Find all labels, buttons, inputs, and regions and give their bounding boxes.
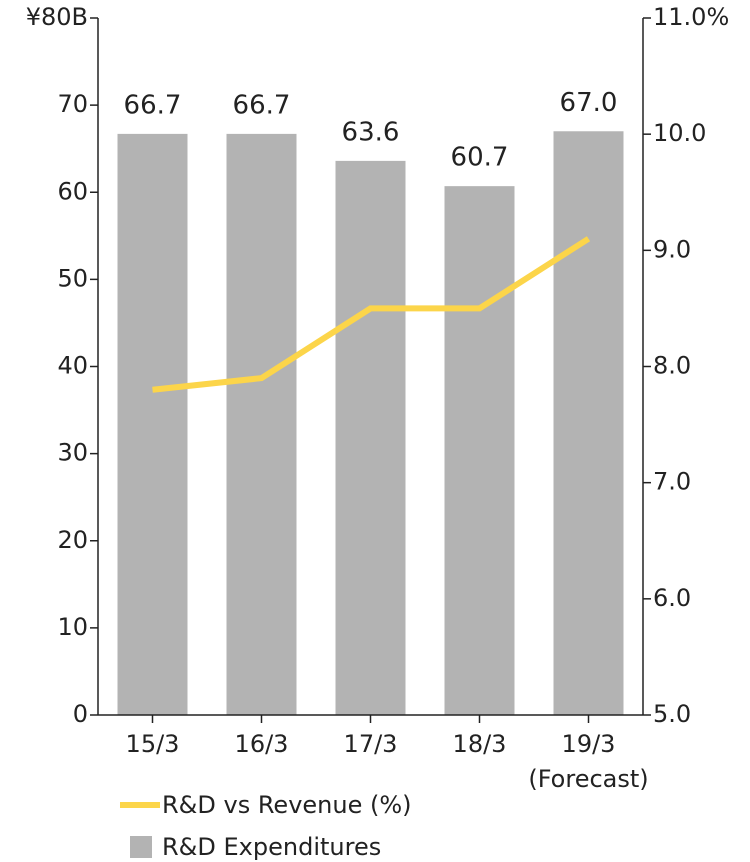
- data-label: 60.7: [451, 143, 509, 173]
- data-label: 67.0: [560, 88, 618, 118]
- bar: [226, 133, 297, 716]
- line: [152, 236, 591, 393]
- y2-tick-label: 11.0%: [653, 3, 729, 31]
- y2-tick-label: 9.0: [653, 235, 691, 263]
- y2-tick-label: 7.0: [653, 468, 691, 496]
- y2-tick-label: 6.0: [653, 584, 691, 612]
- y-tick-label: 70: [57, 90, 88, 118]
- y-tick-label: 60: [57, 177, 88, 205]
- y2-tick-label: 8.0: [653, 352, 691, 380]
- data-label: 63.6: [342, 117, 400, 147]
- bar: [553, 131, 624, 715]
- y-tick-label: 10: [57, 613, 88, 641]
- x-tick-label: 18/3: [453, 730, 507, 758]
- y2-tick-label: 10.0: [653, 119, 706, 147]
- y-tick-label: ¥80B: [26, 3, 88, 31]
- bar: [335, 160, 406, 715]
- legend-label: R&D vs Revenue (%): [162, 791, 412, 819]
- bar: [444, 186, 515, 715]
- data-label: 66.7: [233, 90, 291, 120]
- y-tick-label: 30: [57, 439, 88, 467]
- y2-tick-label: 5.0: [653, 700, 691, 728]
- y-tick-label: 50: [57, 264, 88, 292]
- x-tick-label: 17/3: [344, 730, 398, 758]
- y-tick-label: 20: [57, 526, 88, 554]
- legend-label: R&D Expenditures: [162, 833, 381, 861]
- legend-swatch: [130, 836, 152, 858]
- y-tick-label: 40: [57, 352, 88, 380]
- annotation: (Forecast): [528, 765, 648, 793]
- x-tick-label: 16/3: [235, 730, 289, 758]
- y-tick-label: 0: [73, 700, 88, 728]
- bar: [117, 133, 188, 716]
- x-tick-label: 19/3: [562, 730, 616, 758]
- x-tick-label: 15/3: [126, 730, 180, 758]
- data-label: 66.7: [124, 90, 182, 120]
